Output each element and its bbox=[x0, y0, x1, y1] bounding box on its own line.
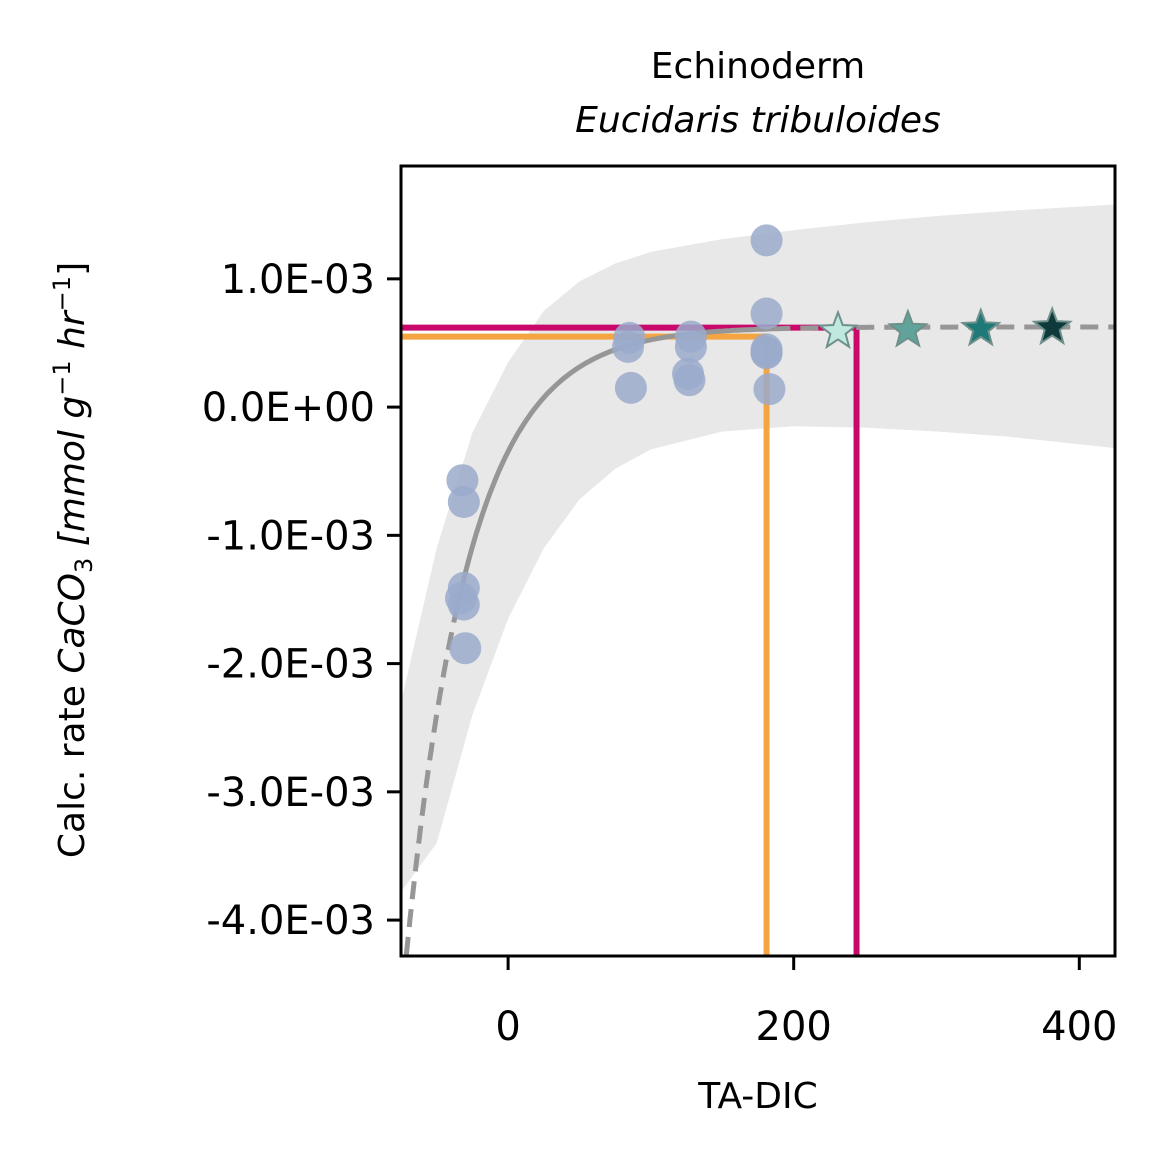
plot-area bbox=[401, 204, 1115, 956]
chart-subtitle: Eucidaris tribuloides bbox=[575, 100, 941, 141]
y-label-unit-open: [mmol g bbox=[52, 396, 93, 558]
y-tick-label: 1.0E-03 bbox=[221, 257, 375, 303]
x-tick-label: 0 bbox=[495, 1004, 520, 1050]
projection-star-3 bbox=[1031, 305, 1073, 346]
y-tick-label: -4.0E-03 bbox=[206, 898, 375, 944]
data-point bbox=[612, 330, 645, 363]
y-tick-label: -2.0E-03 bbox=[206, 642, 375, 688]
x-axis: 0 200 400 bbox=[495, 956, 1117, 1050]
y-label-unit-close: ] bbox=[52, 262, 93, 276]
data-point bbox=[673, 364, 706, 397]
y-tick-label: -1.0E-03 bbox=[206, 513, 375, 559]
chart-title: Echinoderm bbox=[651, 46, 865, 87]
data-point bbox=[449, 632, 482, 665]
plot-frame bbox=[399, 164, 1117, 958]
fit-dashed-segment-0 bbox=[403, 602, 461, 956]
x-tick-label: 400 bbox=[1041, 1004, 1117, 1050]
y-tick-label: 0.0E+00 bbox=[202, 385, 375, 431]
y-label-unit-mid: hr bbox=[52, 309, 93, 360]
y-label-compound: CaCO bbox=[52, 573, 93, 674]
y-label-compound-sub: 3 bbox=[70, 558, 98, 573]
data-point bbox=[674, 330, 707, 363]
y-label-exp1: −1 bbox=[48, 360, 76, 395]
data-point bbox=[750, 297, 783, 330]
confidence-band bbox=[401, 204, 1115, 892]
data-point bbox=[447, 486, 480, 519]
observation-points bbox=[444, 224, 786, 665]
x-tick-label: 200 bbox=[756, 1004, 832, 1050]
y-axis-label: Calc. rate CaCO3 [mmol g−1 hr−1] bbox=[48, 262, 98, 858]
data-point bbox=[614, 371, 647, 404]
projection-star-2 bbox=[959, 307, 1002, 347]
y-tick-label: -3.0E-03 bbox=[206, 770, 375, 816]
y-label-prefix: Calc. rate bbox=[52, 674, 93, 858]
y-label-exp2: −1 bbox=[48, 276, 76, 311]
projection-star-1 bbox=[887, 308, 929, 348]
data-point bbox=[753, 373, 786, 406]
data-point bbox=[750, 335, 783, 368]
x-axis-label: TA-DIC bbox=[697, 1076, 818, 1117]
data-point bbox=[750, 224, 783, 257]
data-point bbox=[444, 582, 477, 615]
projection-stars bbox=[817, 305, 1073, 350]
y-axis: 1.0E-03 0.0E+00 -1.0E-03 -2.0E-03 -3.0E-03 -4… bbox=[202, 257, 401, 944]
projection-star-0 bbox=[817, 309, 859, 350]
